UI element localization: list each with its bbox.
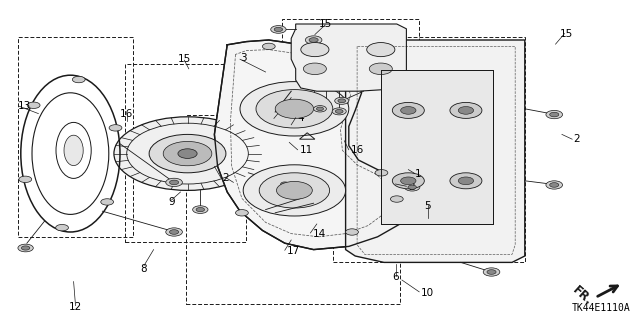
Bar xyxy=(282,19,419,150)
Circle shape xyxy=(332,108,346,115)
Circle shape xyxy=(392,173,424,189)
Circle shape xyxy=(392,102,424,118)
Bar xyxy=(18,37,133,237)
Circle shape xyxy=(369,63,392,75)
Text: 1: 1 xyxy=(415,169,421,180)
Circle shape xyxy=(178,149,197,158)
Text: 11: 11 xyxy=(300,145,313,156)
Circle shape xyxy=(256,90,333,128)
Text: 6: 6 xyxy=(392,272,399,282)
Circle shape xyxy=(458,177,474,185)
Text: 17: 17 xyxy=(287,246,300,256)
Circle shape xyxy=(19,176,32,182)
Circle shape xyxy=(275,99,314,118)
Text: 15: 15 xyxy=(178,54,191,64)
Text: 9: 9 xyxy=(168,196,175,207)
Circle shape xyxy=(550,183,559,187)
Text: 13: 13 xyxy=(18,100,31,111)
Circle shape xyxy=(193,206,208,213)
Text: 15: 15 xyxy=(560,28,573,39)
Circle shape xyxy=(390,196,403,202)
Circle shape xyxy=(338,99,346,103)
Text: 5: 5 xyxy=(424,201,431,212)
Circle shape xyxy=(550,112,559,117)
Circle shape xyxy=(166,228,182,236)
Text: 2: 2 xyxy=(573,134,579,144)
Polygon shape xyxy=(346,40,525,262)
Polygon shape xyxy=(291,24,406,91)
Circle shape xyxy=(408,185,417,189)
Circle shape xyxy=(28,102,40,108)
Circle shape xyxy=(163,141,212,166)
Circle shape xyxy=(401,177,416,185)
Circle shape xyxy=(546,110,563,119)
Circle shape xyxy=(303,63,326,75)
Circle shape xyxy=(309,38,318,42)
Circle shape xyxy=(166,178,182,187)
Circle shape xyxy=(458,107,474,114)
Polygon shape xyxy=(381,70,493,224)
Text: 2: 2 xyxy=(408,182,415,192)
Circle shape xyxy=(305,36,322,44)
Circle shape xyxy=(546,181,563,189)
Circle shape xyxy=(276,181,312,199)
Circle shape xyxy=(56,224,68,231)
Circle shape xyxy=(335,97,349,104)
Text: 2: 2 xyxy=(223,172,229,183)
Circle shape xyxy=(259,173,330,208)
Circle shape xyxy=(236,210,248,216)
Circle shape xyxy=(280,182,289,186)
Circle shape xyxy=(196,207,205,212)
Circle shape xyxy=(335,109,343,113)
Bar xyxy=(333,37,525,262)
Circle shape xyxy=(274,27,283,32)
Text: TK44E1110A: TK44E1110A xyxy=(572,303,630,313)
Circle shape xyxy=(401,107,416,114)
Polygon shape xyxy=(214,40,410,250)
Circle shape xyxy=(404,183,420,191)
Circle shape xyxy=(262,43,275,50)
Circle shape xyxy=(301,43,329,57)
Circle shape xyxy=(21,246,30,250)
Circle shape xyxy=(450,173,482,189)
Text: 12: 12 xyxy=(69,302,82,312)
Text: 8: 8 xyxy=(141,264,147,274)
Text: 3: 3 xyxy=(240,52,246,63)
Circle shape xyxy=(243,165,346,216)
Text: 16: 16 xyxy=(351,145,364,156)
Circle shape xyxy=(317,107,323,110)
Text: 14: 14 xyxy=(312,228,326,239)
Text: FR.: FR. xyxy=(570,283,595,308)
Circle shape xyxy=(450,102,482,118)
Bar xyxy=(125,64,246,242)
Ellipse shape xyxy=(64,135,83,165)
Circle shape xyxy=(100,199,113,205)
Circle shape xyxy=(18,244,33,252)
Circle shape xyxy=(367,43,395,57)
Bar xyxy=(186,115,400,304)
Text: 16: 16 xyxy=(120,108,133,119)
Circle shape xyxy=(271,26,286,33)
Circle shape xyxy=(170,180,179,185)
Text: 4: 4 xyxy=(298,113,304,124)
Circle shape xyxy=(114,117,261,190)
Circle shape xyxy=(109,125,122,131)
Circle shape xyxy=(487,270,496,274)
Circle shape xyxy=(149,134,226,173)
Circle shape xyxy=(375,170,388,176)
Circle shape xyxy=(240,82,349,136)
Circle shape xyxy=(483,268,500,276)
Text: 15: 15 xyxy=(319,19,332,29)
Circle shape xyxy=(170,230,179,234)
Circle shape xyxy=(314,106,326,112)
Text: 10: 10 xyxy=(421,288,435,298)
Circle shape xyxy=(277,180,292,188)
Circle shape xyxy=(346,229,358,235)
Circle shape xyxy=(72,76,85,83)
